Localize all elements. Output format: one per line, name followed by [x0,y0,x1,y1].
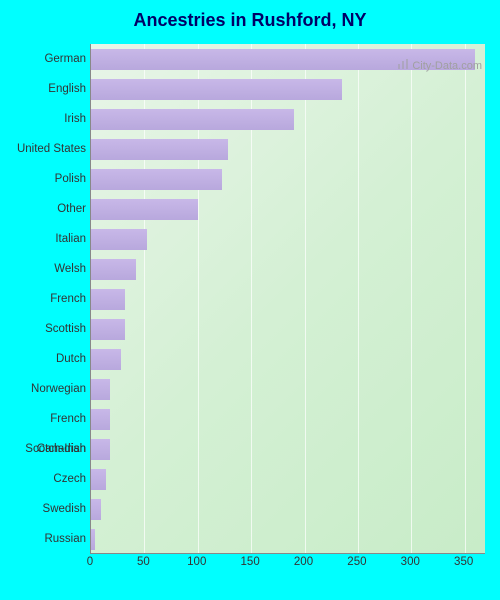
x-tick-label: 50 [137,556,150,568]
y-category-label: Italian [2,224,86,254]
bar-row [91,464,106,494]
x-tick-label: 350 [454,556,473,568]
bar-row [91,404,110,434]
y-category-label: Dutch [2,344,86,374]
bar-row [91,374,110,404]
y-category-label: Scotch-Irish [2,434,86,464]
bar-row [91,524,95,554]
bar [91,79,342,100]
bar [91,529,95,550]
grid-line [411,44,412,553]
bar [91,229,147,250]
y-category-label: French Canadian [2,404,86,434]
bar [91,409,110,430]
y-category-label: German [2,44,86,74]
y-category-label: Welsh [2,254,86,284]
x-tick-label: 250 [347,556,366,568]
x-tick-label: 200 [294,556,313,568]
bar-row [91,74,342,104]
bar-row [91,284,125,314]
bar-row [91,194,198,224]
watermark-icon [397,58,409,73]
chart-plot-area [90,44,485,554]
watermark: City-Data.com [397,58,482,73]
bar-row [91,494,101,524]
bar [91,289,125,310]
bar [91,109,294,130]
y-category-label: Swedish [2,494,86,524]
bar [91,379,110,400]
y-category-label: Czech [2,464,86,494]
bar-row [91,344,121,374]
bar [91,319,125,340]
bar [91,169,222,190]
bar-row [91,314,125,344]
bar-row [91,224,147,254]
x-tick-label: 0 [87,556,93,568]
chart-title: Ancestries in Rushford, NY [0,0,500,37]
bar-row [91,434,110,464]
bar [91,439,110,460]
y-category-label: United States [2,134,86,164]
x-tick-label: 300 [401,556,420,568]
x-tick-label: 150 [241,556,260,568]
y-category-label: Polish [2,164,86,194]
y-category-label: French [2,284,86,314]
bar [91,139,228,160]
watermark-text: City-Data.com [412,60,482,72]
bar [91,349,121,370]
bar [91,199,198,220]
bar [91,259,136,280]
y-category-label: English [2,74,86,104]
bar [91,469,106,490]
y-category-label: Scottish [2,314,86,344]
y-category-label: Norwegian [2,374,86,404]
y-category-label: Other [2,194,86,224]
bar [91,499,101,520]
grid-line [465,44,466,553]
grid-line [358,44,359,553]
bar-row [91,254,136,284]
bar-row [91,134,228,164]
x-tick-label: 100 [187,556,206,568]
y-category-label: Irish [2,104,86,134]
bar-row [91,164,222,194]
grid-line [305,44,306,553]
bar-row [91,104,294,134]
y-category-label: Russian [2,524,86,554]
